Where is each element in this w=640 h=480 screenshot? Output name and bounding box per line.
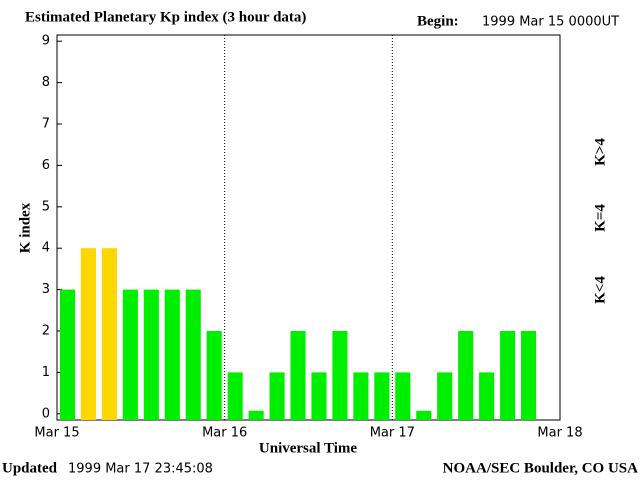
bar <box>227 372 243 420</box>
y-tick-label: 5 <box>42 199 50 214</box>
y-tick-label: 0 <box>42 406 50 421</box>
y-tick-label: 4 <box>42 241 50 256</box>
y-tick-label: 6 <box>42 158 50 173</box>
x-tick-label: Mar 15 <box>34 426 79 441</box>
updated-value: 1999 Mar 17 23:45:08 <box>68 462 213 477</box>
bar <box>101 248 117 420</box>
y-tick-label: 8 <box>42 75 50 90</box>
bar <box>122 289 138 420</box>
bar <box>164 289 180 420</box>
bar <box>332 330 348 420</box>
bar <box>374 372 390 420</box>
y-axis-label: K index <box>17 202 33 253</box>
legend-label: K>4 <box>592 138 608 166</box>
begin-value: 1999 Mar 15 0000UT <box>482 15 619 30</box>
chart-title: Estimated Planetary Kp index (3 hour dat… <box>25 9 306 25</box>
legend-label: K<4 <box>592 276 608 304</box>
y-tick-label: 2 <box>42 323 50 338</box>
bar <box>395 372 411 420</box>
x-tick-label: Mar 16 <box>202 426 247 441</box>
begin-label: Begin: <box>417 13 459 29</box>
y-tick-label: 7 <box>42 117 50 132</box>
updated-label: Updated <box>2 460 58 476</box>
x-tick-label: Mar 17 <box>370 426 415 441</box>
y-tick-label: 3 <box>42 282 50 297</box>
bar <box>248 410 264 420</box>
source: NOAA/SEC Boulder, CO USA <box>443 460 638 476</box>
bar <box>143 289 159 420</box>
bar <box>80 248 96 420</box>
x-tick-label: Mar 18 <box>537 426 582 441</box>
bar <box>59 289 76 420</box>
bar <box>437 372 453 420</box>
bar <box>458 330 474 420</box>
bar <box>185 289 201 420</box>
bar <box>479 372 495 420</box>
bar <box>269 372 285 420</box>
bar <box>353 372 369 420</box>
y-tick-label: 1 <box>42 365 50 380</box>
bar <box>416 410 432 420</box>
bar <box>311 372 327 420</box>
y-tick-label: 9 <box>42 34 50 49</box>
x-axis-label: Universal Time <box>259 440 358 456</box>
legend-label: K=4 <box>592 204 608 232</box>
bar <box>206 330 222 420</box>
plot-frame <box>56 34 561 421</box>
bar <box>500 330 516 420</box>
bar <box>521 330 537 420</box>
bar <box>290 330 306 420</box>
